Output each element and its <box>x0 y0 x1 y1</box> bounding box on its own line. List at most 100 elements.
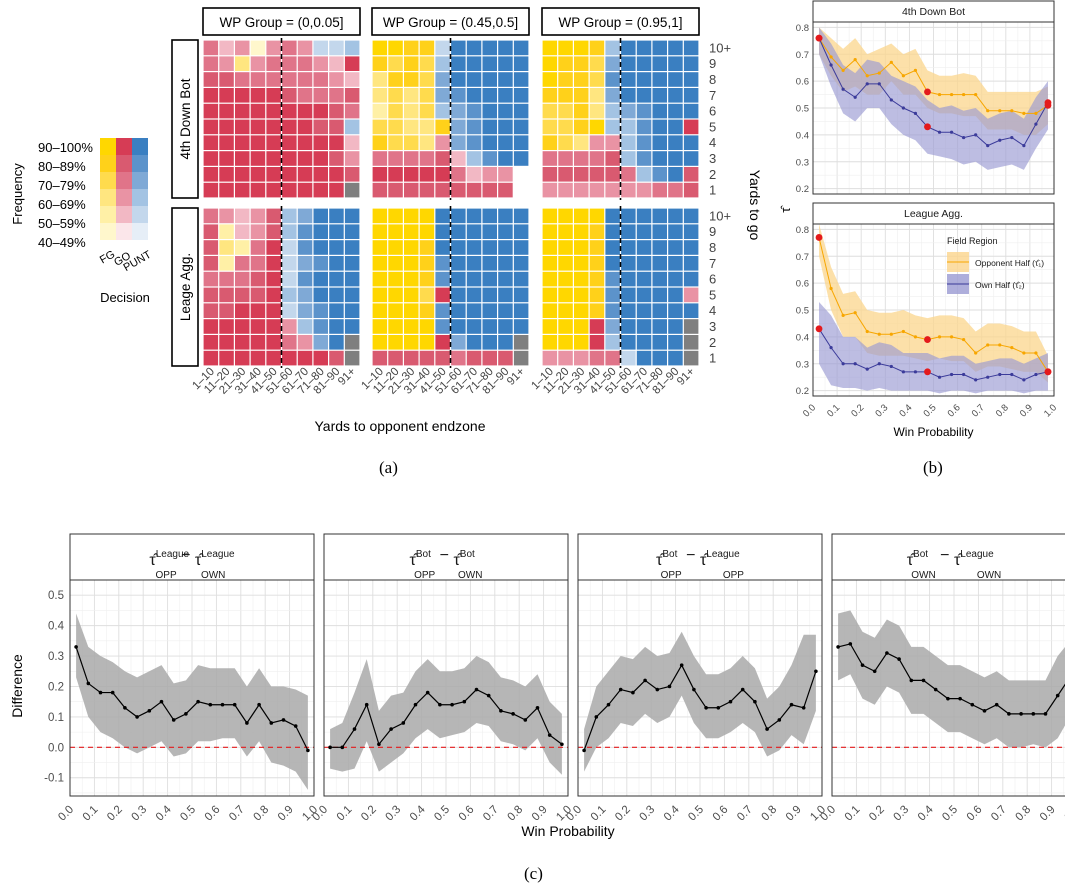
heatmap-cell <box>605 183 620 198</box>
heatmap-cell <box>235 41 250 56</box>
heatmap-cell <box>420 272 435 287</box>
heatmap-cell <box>345 72 360 87</box>
x-axis-label: Win Probability <box>893 425 973 439</box>
y-tick-label: 0.2 <box>796 184 809 195</box>
heatmap-strip-label: WP Group = (0.95,1] <box>559 15 683 30</box>
heatmap-cell <box>451 256 466 271</box>
heatmap-cell <box>621 135 636 150</box>
facet-strip-label: 4th Down Bot <box>902 6 965 18</box>
heatmap-cell <box>251 104 266 119</box>
heatmap-cell <box>219 104 234 119</box>
heatmap-strip-label: WP Group = (0,0.05] <box>220 15 344 30</box>
heatmap-cell <box>621 335 636 350</box>
difference-point <box>802 706 806 710</box>
heatmap-cell <box>345 183 360 198</box>
heatmap-cell <box>435 319 450 334</box>
heatmap-cell <box>590 256 605 271</box>
x-tick-label: 0.2 <box>105 804 125 824</box>
heatmap-cell <box>219 120 234 135</box>
heatmap-cell <box>329 224 344 239</box>
heatmap-cell <box>388 135 403 150</box>
opponent-half-point <box>1022 112 1025 115</box>
heatmap-cell <box>543 167 558 182</box>
difference-point <box>668 685 672 689</box>
own-half-point <box>986 376 989 379</box>
heatmap-cell <box>219 224 234 239</box>
opponent-half-point <box>998 343 1001 346</box>
heatmap-cell <box>605 240 620 255</box>
own-half-point <box>1022 144 1025 147</box>
heatmap-cell <box>574 72 589 87</box>
legend-swatch <box>132 138 148 155</box>
heatmap-cell <box>282 351 297 366</box>
heatmap-cell <box>404 41 419 56</box>
heatmap-cell <box>329 151 344 166</box>
heatmap-cell <box>404 183 419 198</box>
difference-point <box>595 715 599 719</box>
heatmap-cell <box>653 167 668 182</box>
heatmap-cell <box>282 104 297 119</box>
heatmap-cell <box>637 41 652 56</box>
heatmap-cell <box>282 209 297 224</box>
highlight-point <box>924 88 931 95</box>
heatmap-cell <box>388 256 403 271</box>
heatmap-cell <box>467 224 482 239</box>
heatmap-cell <box>498 303 513 318</box>
heatmap-cell <box>235 240 250 255</box>
heatmap-cell <box>282 272 297 287</box>
difference-point <box>536 706 540 710</box>
heatmap-cell <box>668 41 683 56</box>
x-tick-label: 0.7 <box>735 804 755 824</box>
difference-point <box>849 642 853 646</box>
heatmap-cell <box>668 224 683 239</box>
difference-point <box>87 682 91 686</box>
heatmap-cell <box>558 224 573 239</box>
heatmap-cell <box>653 72 668 87</box>
heatmap-cell <box>558 240 573 255</box>
heatmap-cell <box>558 41 573 56</box>
legend-bin-label: 50–59% <box>38 216 86 231</box>
heatmap-cell <box>621 41 636 56</box>
y-axis-label: Yards to go <box>747 170 763 241</box>
heatmap-cell <box>345 151 360 166</box>
heatmap-cell <box>314 272 329 287</box>
opponent-half-point <box>986 109 989 112</box>
heatmap-cell <box>621 104 636 119</box>
heatmap-cell <box>514 240 529 255</box>
y-tick-label: 10+ <box>709 40 731 55</box>
heatmap-cell <box>345 319 360 334</box>
heatmap-cell <box>467 240 482 255</box>
highlight-point <box>1045 99 1052 106</box>
difference-point <box>353 727 357 731</box>
heatmap-cell <box>266 224 281 239</box>
heatmap-cell <box>483 224 498 239</box>
difference-point <box>995 703 999 707</box>
heatmap-cell <box>684 272 699 287</box>
heatmap-cell <box>451 88 466 103</box>
heatmap-cell <box>621 72 636 87</box>
legend-swatch <box>100 206 116 223</box>
difference-point <box>1044 712 1048 716</box>
heatmap-cell <box>298 288 313 303</box>
difference-point <box>221 703 225 707</box>
difference-point <box>643 679 647 683</box>
heatmap-cell <box>590 209 605 224</box>
heatmap-cell <box>435 151 450 166</box>
legend-swatch <box>116 223 132 240</box>
heatmap-cell <box>637 209 652 224</box>
heatmap-cell <box>219 183 234 198</box>
own-half-point <box>902 370 905 373</box>
own-half-point <box>829 346 832 349</box>
heatmap-cell <box>235 167 250 182</box>
heatmap-cell <box>605 167 620 182</box>
heatmap-cell <box>684 151 699 166</box>
heatmap-cell <box>637 72 652 87</box>
heatmap-cell <box>435 240 450 255</box>
difference-point <box>704 706 708 710</box>
heatmap-cell <box>404 272 419 287</box>
x-tick-label: 91+ <box>675 365 697 387</box>
difference-point <box>1032 712 1036 716</box>
x-tick-label: 0.7 <box>970 402 987 419</box>
heatmap-cell <box>483 303 498 318</box>
heatmap-cell <box>329 120 344 135</box>
